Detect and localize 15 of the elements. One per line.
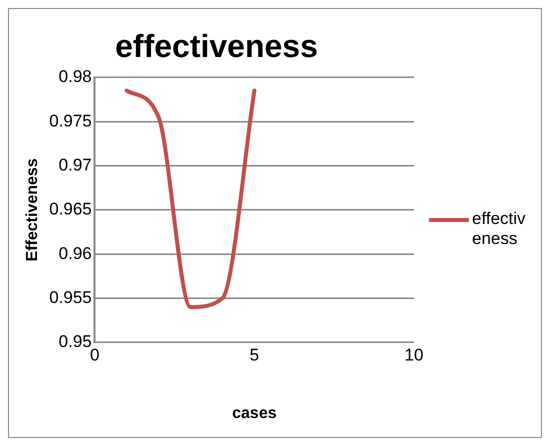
y-tick-label: 0.98 xyxy=(58,67,92,86)
y-tick-label: 0.955 xyxy=(49,288,92,307)
x-tick-label: 5 xyxy=(250,345,260,364)
y-tick-label: 0.95 xyxy=(58,332,92,352)
y-axis-title: Effectiveness xyxy=(24,158,42,262)
y-tick-label: 0.965 xyxy=(49,200,92,219)
x-tick-label: 10 xyxy=(404,345,424,364)
line-series xyxy=(124,88,256,310)
legend-label: effectiveness xyxy=(472,209,527,249)
y-tick-label: 0.975 xyxy=(49,111,92,130)
y-tick-label: 0.97 xyxy=(58,155,92,174)
x-tick-label: 0 xyxy=(90,345,100,364)
x-axis-title: cases xyxy=(232,404,277,422)
y-tick-label: 0.96 xyxy=(58,244,92,263)
chart-title: effectiveness xyxy=(115,28,318,64)
